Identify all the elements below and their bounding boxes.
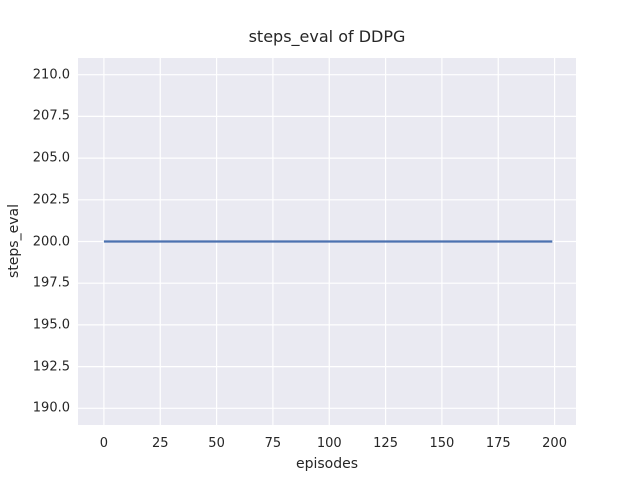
y-tick-label: 190.0 bbox=[32, 400, 70, 416]
x-tick-label: 100 bbox=[316, 436, 342, 451]
chart-title: steps_eval of DDPG bbox=[248, 27, 406, 46]
y-tick-label: 210.0 bbox=[32, 67, 70, 83]
x-tick-label: 25 bbox=[151, 436, 169, 451]
plot-canvas bbox=[78, 58, 576, 425]
x-tick-label: 75 bbox=[264, 436, 282, 451]
x-tick-label: 50 bbox=[208, 436, 225, 451]
x-tick-label: 200 bbox=[542, 436, 567, 451]
x-tick-label: 175 bbox=[485, 436, 511, 451]
x-axis-label: episodes bbox=[295, 456, 359, 472]
y-tick-label: 197.5 bbox=[32, 275, 70, 291]
y-tick-label: 200.0 bbox=[32, 234, 70, 249]
plot-area bbox=[78, 58, 576, 425]
y-tick-label: 205.0 bbox=[32, 150, 70, 166]
y-tick-label: 195.0 bbox=[32, 317, 70, 333]
y-tick-label: 192.5 bbox=[32, 359, 70, 375]
x-tick-label: 150 bbox=[429, 436, 455, 451]
x-tick-label: 0 bbox=[99, 436, 109, 451]
y-tick-label: 202.5 bbox=[32, 192, 70, 208]
x-tick-label: 125 bbox=[373, 436, 398, 451]
y-tick-label: 207.5 bbox=[32, 108, 70, 124]
